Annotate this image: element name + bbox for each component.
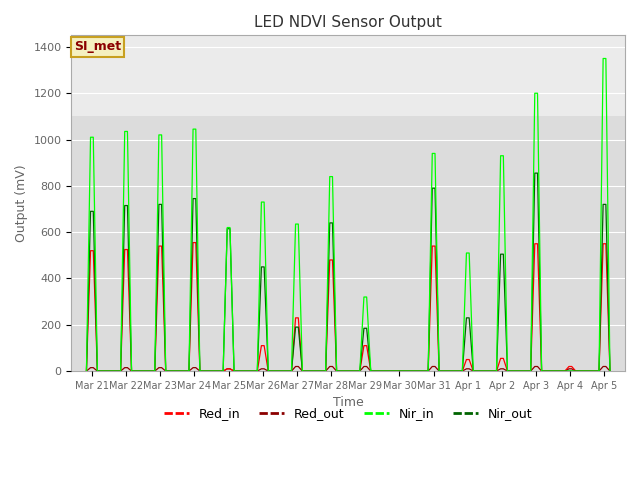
- Legend: Red_in, Red_out, Nir_in, Nir_out: Red_in, Red_out, Nir_in, Nir_out: [159, 402, 538, 425]
- Title: LED NDVI Sensor Output: LED NDVI Sensor Output: [254, 15, 442, 30]
- Text: SI_met: SI_met: [74, 40, 122, 53]
- Bar: [72, 36, 625, 116]
- X-axis label: Time: Time: [333, 396, 364, 409]
- Y-axis label: Output (mV): Output (mV): [15, 165, 28, 242]
